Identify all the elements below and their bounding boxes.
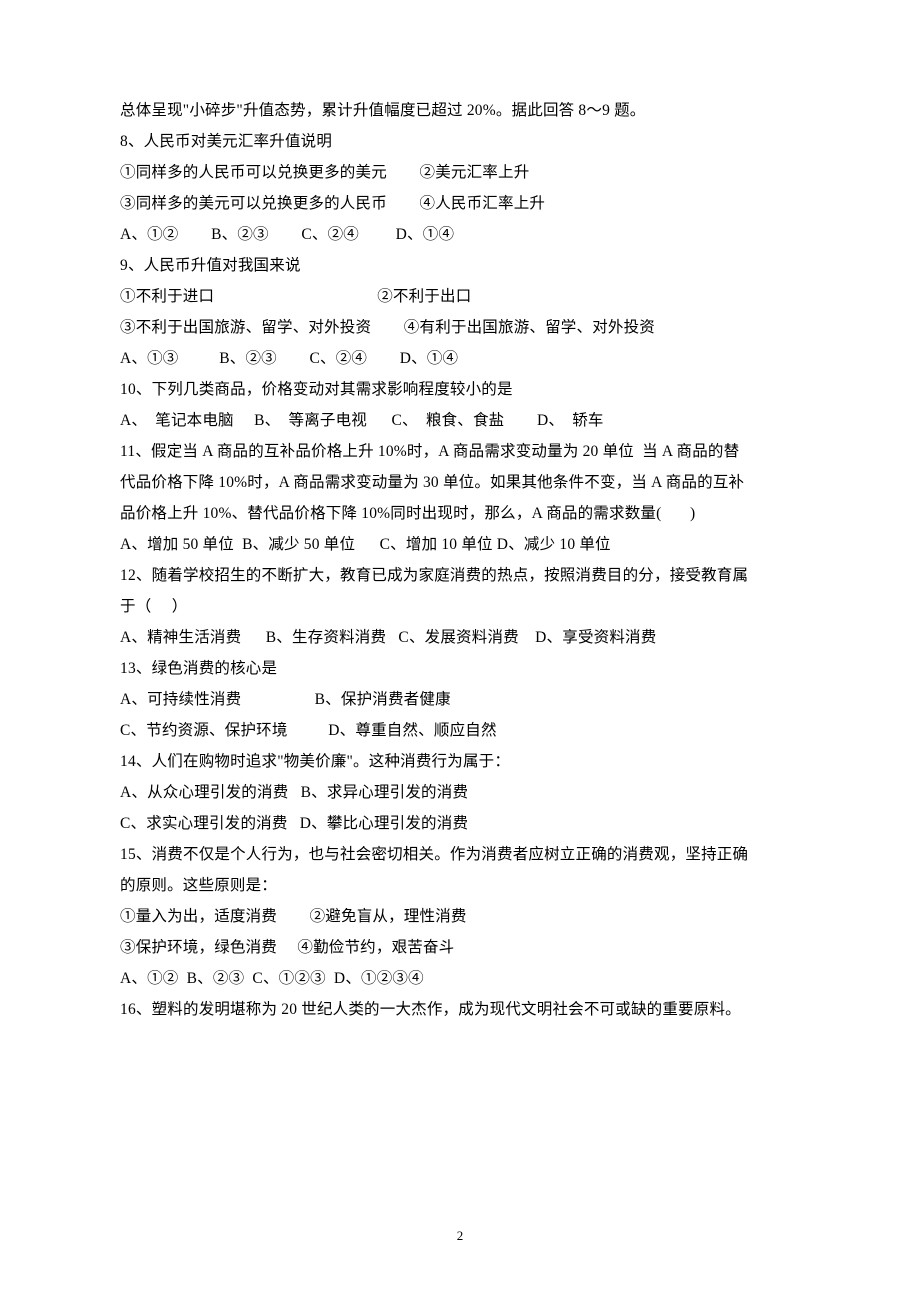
q15-options: A、①② B、②③ C、①②③ D、①②③④ [120,963,800,994]
q13-options-1: A、可持续性消费 B、保护消费者健康 [120,684,800,715]
q9-statements-1: ①不利于进口 ②不利于出口 [120,281,800,312]
q13-stem: 13、绿色消费的核心是 [120,653,800,684]
q11-line-3: 品价格上升 10%、替代品价格下降 10%同时出现时，那么，A 商品的需求数量(… [120,498,800,529]
q13-options-2: C、节约资源、保护环境 D、尊重自然、顺应自然 [120,715,800,746]
q14-options-1: A、从众心理引发的消费 B、求异心理引发的消费 [120,777,800,808]
q11-line-1: 11、假定当 A 商品的互补品价格上升 10%时，A 商品需求变动量为 20 单… [120,436,800,467]
q15-line-2: 的原则。这些原则是： [120,870,800,901]
q8-statements-2: ③同样多的美元可以兑换更多的人民币 ④人民币汇率上升 [120,188,800,219]
intro-text: 总体呈现"小碎步"升值态势，累计升值幅度已超过 20%。据此回答 8～9 题。 [120,95,800,126]
q11-line-2: 代品价格下降 10%时，A 商品需求变动量为 30 单位。如果其他条件不变，当 … [120,467,800,498]
q8-options: A、①② B、②③ C、②④ D、①④ [120,219,800,250]
q8-statements-1: ①同样多的人民币可以兑换更多的美元 ②美元汇率上升 [120,157,800,188]
q9-stem: 9、人民币升值对我国来说 [120,250,800,281]
q9-options: A、①③ B、②③ C、②④ D、①④ [120,343,800,374]
q15-statements-1: ①量入为出，适度消费 ②避免盲从，理性消费 [120,901,800,932]
q12-options: A、精神生活消费 B、生存资料消费 C、发展资料消费 D、享受资料消费 [120,622,800,653]
q16-line-1: 16、塑料的发明堪称为 20 世纪人类的一大杰作，成为现代文明社会不可或缺的重要… [120,994,800,1025]
q14-stem: 14、人们在购物时追求"物美价廉"。这种消费行为属于： [120,746,800,777]
q11-options: A、增加 50 单位 B、减少 50 单位 C、增加 10 单位 D、减少 10… [120,529,800,560]
q15-line-1: 15、消费不仅是个人行为，也与社会密切相关。作为消费者应树立正确的消费观，坚持正… [120,839,800,870]
q14-options-2: C、求实心理引发的消费 D、攀比心理引发的消费 [120,808,800,839]
q12-line-1: 12、随着学校招生的不断扩大，教育已成为家庭消费的热点，按照消费目的分，接受教育… [120,560,800,591]
q12-line-2: 于（ ） [120,591,800,622]
page-number: 2 [0,1228,920,1244]
q9-statements-2: ③不利于出国旅游、留学、对外投资 ④有利于出国旅游、留学、对外投资 [120,312,800,343]
q10-stem: 10、下列几类商品，价格变动对其需求影响程度较小的是 [120,374,800,405]
q8-stem: 8、人民币对美元汇率升值说明 [120,126,800,157]
document-page: 总体呈现"小碎步"升值态势，累计升值幅度已超过 20%。据此回答 8～9 题。 … [0,0,920,1302]
q10-options: A、 笔记本电脑 B、 等离子电视 C、 粮食、食盐 D、 轿车 [120,405,800,436]
q15-statements-2: ③保护环境，绿色消费 ④勤俭节约，艰苦奋斗 [120,932,800,963]
